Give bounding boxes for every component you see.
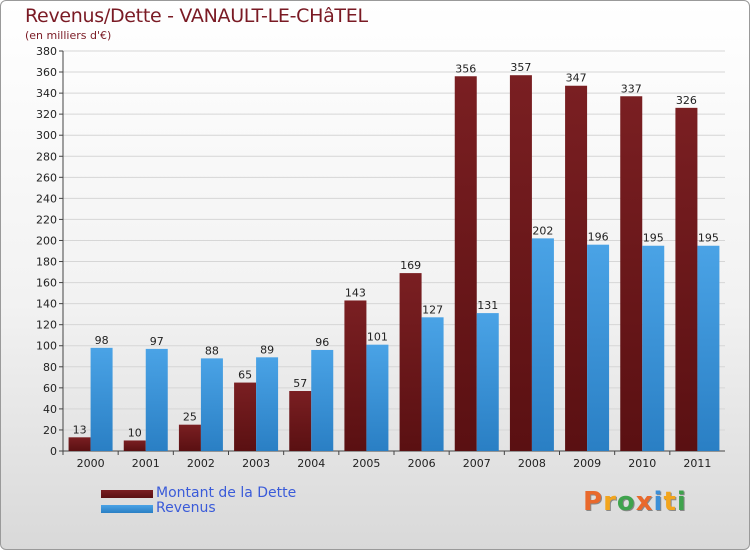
bar-debt <box>289 391 312 451</box>
logo-letter: P <box>583 487 604 517</box>
legend-swatch-debt <box>101 490 153 498</box>
bar-revenue <box>90 347 113 451</box>
bar-revenue <box>200 358 223 451</box>
y-tick-label: 20 <box>43 424 57 437</box>
x-tick-label: 2006 <box>408 457 436 470</box>
logo-letter: r <box>603 487 617 517</box>
x-tick-label: 2005 <box>352 457 380 470</box>
proxiti-logo: Proxiti <box>583 487 687 517</box>
y-tick-label: 100 <box>36 340 57 353</box>
data-label: 89 <box>260 343 274 356</box>
bar-revenue <box>531 238 554 451</box>
data-label: 25 <box>183 411 197 424</box>
y-tick-label: 300 <box>36 129 57 142</box>
y-tick-label: 200 <box>36 234 57 247</box>
data-label: 131 <box>477 299 498 312</box>
chart-title: Revenus/Dette - VANAULT-LE-CHâTEL <box>25 5 368 27</box>
data-label: 101 <box>367 331 388 344</box>
y-tick-label: 160 <box>36 277 57 290</box>
bar-revenue <box>476 313 499 451</box>
data-label: 10 <box>128 426 142 439</box>
x-tick-label: 2003 <box>242 457 270 470</box>
y-tick-label: 260 <box>36 171 57 184</box>
y-tick-label: 240 <box>36 192 57 205</box>
bar-revenue <box>366 344 389 451</box>
x-tick-label: 2001 <box>132 457 160 470</box>
bar-debt <box>234 382 257 451</box>
bar-revenue <box>697 245 720 451</box>
data-label: 65 <box>238 369 252 382</box>
data-label: 88 <box>205 344 219 357</box>
data-label: 97 <box>150 335 164 348</box>
y-tick-label: 40 <box>43 403 57 416</box>
legend-label-revenue: Revenus <box>156 500 216 516</box>
bar-debt <box>565 85 588 451</box>
y-tick-label: 220 <box>36 213 57 226</box>
legend-swatch-revenue <box>101 505 153 513</box>
y-tick-label: 180 <box>36 256 57 269</box>
y-tick-label: 360 <box>36 66 57 79</box>
y-tick-label: 60 <box>43 382 57 395</box>
bar-debt <box>178 424 201 451</box>
logo-letter: x <box>635 487 654 517</box>
y-tick-label: 380 <box>36 45 57 58</box>
data-label: 127 <box>422 303 443 316</box>
data-label: 196 <box>588 231 609 244</box>
y-tick-label: 0 <box>50 445 57 458</box>
data-label: 326 <box>676 94 697 107</box>
bar-debt <box>399 273 422 451</box>
data-label: 195 <box>698 232 719 245</box>
y-tick-label: 280 <box>36 150 57 163</box>
bar-debt <box>675 107 698 451</box>
data-label: 13 <box>73 423 87 436</box>
data-label: 169 <box>400 259 421 272</box>
bar-debt <box>123 440 146 451</box>
bar-revenue <box>311 349 334 451</box>
logo-letter: t <box>663 487 677 517</box>
chart-subtitle: (en milliers d'€) <box>25 29 112 42</box>
data-label: 347 <box>566 72 587 85</box>
data-label: 195 <box>643 232 664 245</box>
data-label: 357 <box>510 61 531 74</box>
bar-revenue <box>421 317 444 451</box>
bar-revenue <box>145 348 168 451</box>
y-tick-label: 140 <box>36 298 57 311</box>
x-tick-label: 2010 <box>628 457 656 470</box>
bar-debt <box>454 76 477 452</box>
x-tick-label: 2000 <box>77 457 105 470</box>
bar-debt <box>620 96 643 452</box>
logo-letter: i <box>653 487 664 517</box>
data-label: 356 <box>455 62 476 75</box>
data-label: 202 <box>532 224 553 237</box>
data-label: 143 <box>345 286 366 299</box>
y-tick-label: 120 <box>36 319 57 332</box>
logo-letter: i <box>676 487 687 517</box>
legend-label-debt: Montant de la Dette <box>156 485 297 501</box>
y-tick-label: 340 <box>36 87 57 100</box>
x-tick-label: 2009 <box>573 457 601 470</box>
bar-revenue <box>642 245 665 451</box>
bar-debt <box>344 300 367 451</box>
y-tick-label: 320 <box>36 108 57 121</box>
bar-revenue <box>256 357 279 451</box>
data-label: 96 <box>315 336 329 349</box>
data-label: 57 <box>293 377 307 390</box>
data-label: 337 <box>621 82 642 95</box>
data-label: 98 <box>95 334 109 347</box>
y-tick-label: 80 <box>43 361 57 374</box>
x-tick-label: 2007 <box>463 457 491 470</box>
x-tick-label: 2008 <box>518 457 546 470</box>
x-tick-label: 2004 <box>297 457 325 470</box>
bar-revenue <box>587 244 610 451</box>
logo-letter: o <box>616 487 636 517</box>
bar-debt <box>68 437 91 451</box>
x-tick-label: 2002 <box>187 457 215 470</box>
x-tick-label: 2011 <box>683 457 711 470</box>
bar-debt <box>509 75 532 452</box>
